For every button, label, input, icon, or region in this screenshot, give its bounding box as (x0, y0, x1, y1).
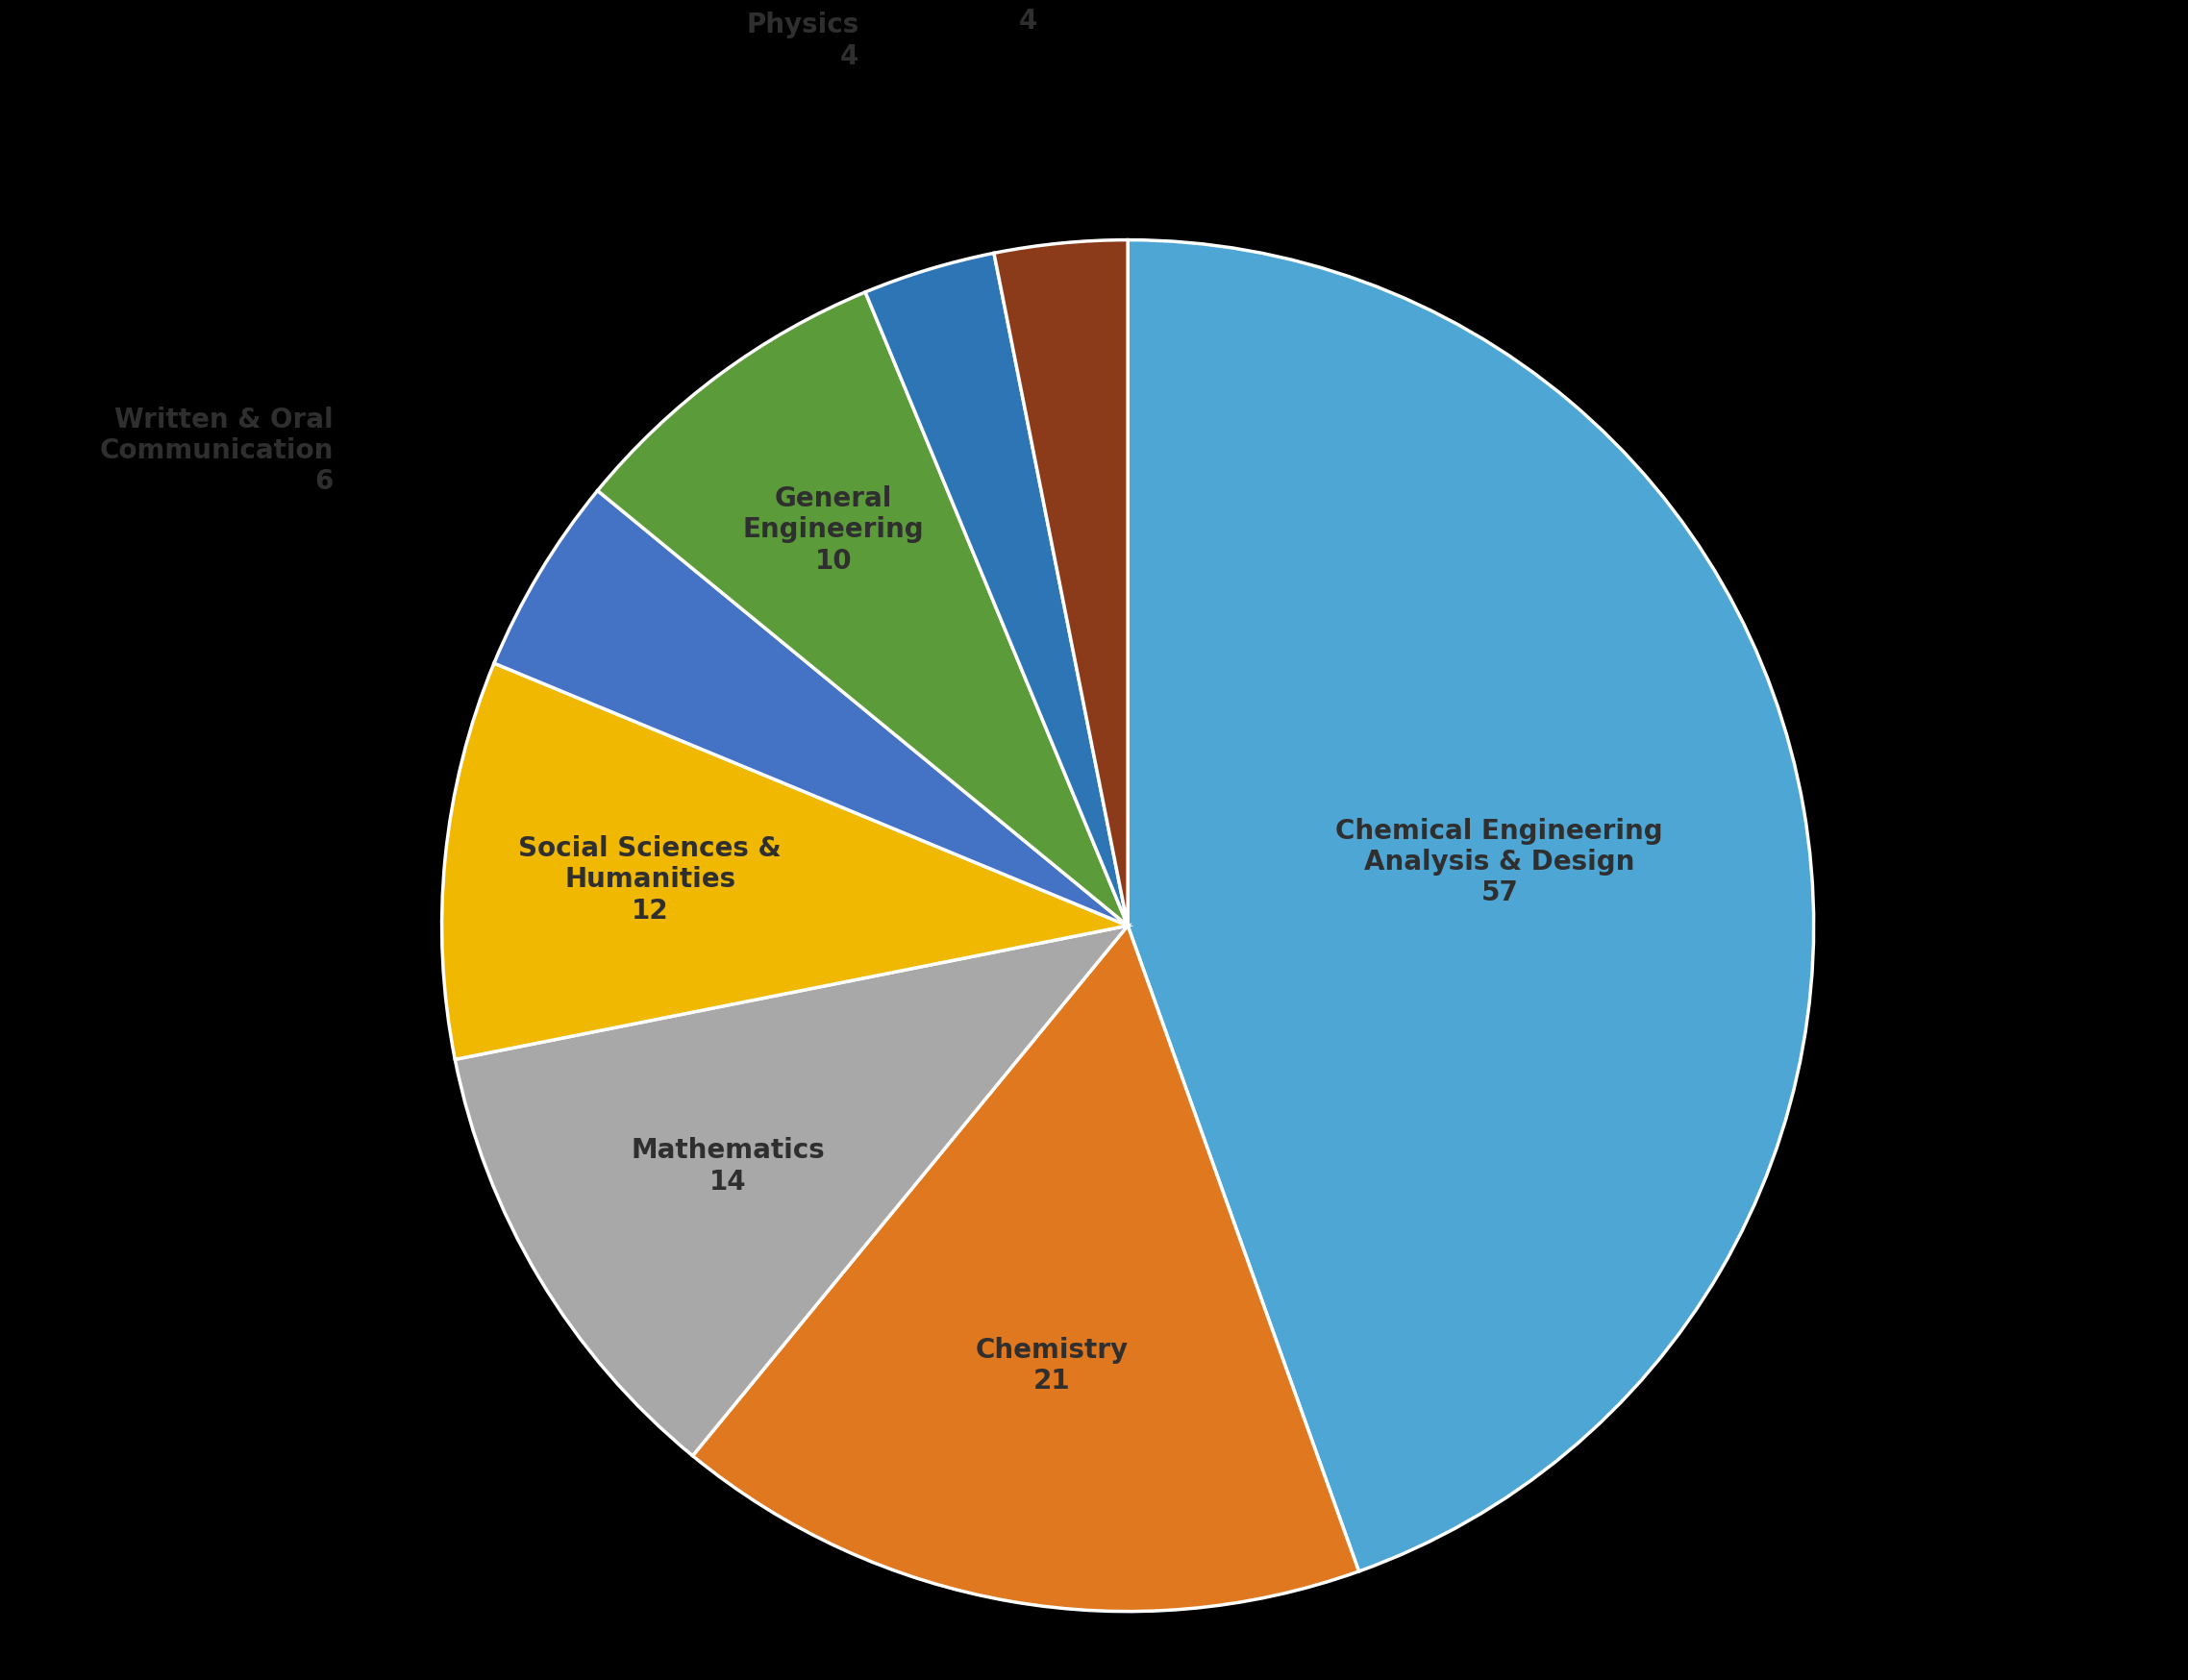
Wedge shape (864, 254, 1127, 926)
Wedge shape (993, 240, 1127, 926)
Text: Physics
4: Physics 4 (746, 12, 860, 69)
Text: Mathematics
14: Mathematics 14 (630, 1137, 825, 1194)
Text: Free Electives
4: Free Electives 4 (827, 0, 1037, 34)
Wedge shape (1127, 240, 1814, 1571)
Text: Chemical Engineering
Analysis & Design
57: Chemical Engineering Analysis & Design 5… (1335, 816, 1663, 906)
Wedge shape (455, 926, 1127, 1457)
Text: Written & Oral
Communication
6: Written & Oral Communication 6 (98, 407, 333, 496)
Text: Social Sciences &
Humanities
12: Social Sciences & Humanities 12 (519, 835, 781, 924)
Text: Chemistry
21: Chemistry 21 (976, 1336, 1129, 1394)
Text: General
Engineering
10: General Engineering 10 (744, 486, 923, 575)
Wedge shape (494, 491, 1127, 926)
Wedge shape (694, 926, 1359, 1611)
Wedge shape (597, 292, 1127, 926)
Wedge shape (442, 664, 1127, 1060)
